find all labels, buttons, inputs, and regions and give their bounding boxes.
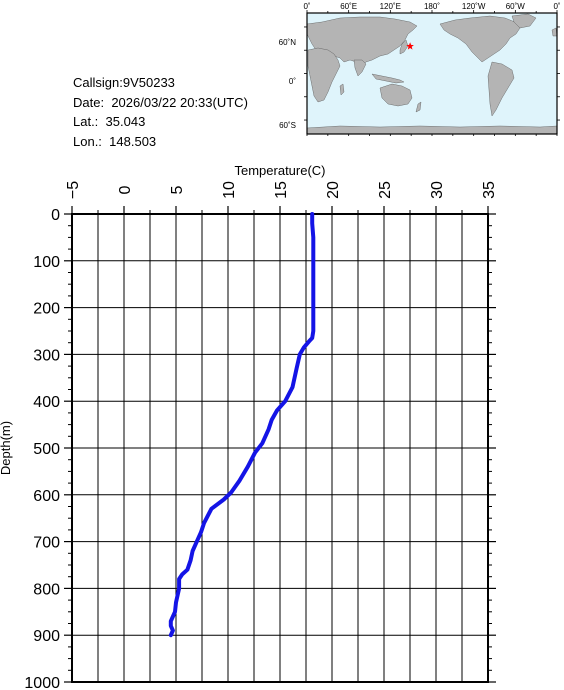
map-lat-label-1: 0˚	[289, 77, 296, 86]
land-indonesia	[371, 73, 405, 84]
y-tick-label: 200	[33, 301, 60, 318]
x-tick-label: 5	[169, 185, 186, 194]
land-africa	[307, 47, 341, 103]
lon-label: Lon.:	[73, 133, 102, 149]
date-value: 2026/03/22 20:33(UTC)	[111, 94, 248, 110]
chart-grid	[71, 213, 489, 683]
location-marker	[406, 42, 414, 50]
temperature-profile-line	[168, 212, 316, 638]
map-lon-label-5: 60˚W	[506, 2, 526, 11]
x-tick-label: 15	[273, 181, 290, 199]
land-new-zealand	[415, 101, 422, 113]
map-left-labels: 60˚N 0˚ 60˚S	[279, 38, 297, 130]
station-info: Callsign:9V50233 Date: 2026/03/22 20:33(…	[73, 73, 248, 151]
location-map: 0˚ 60˚E 120˚E 180˚ 120˚W 60˚W 0˚ 60˚N 0˚…	[279, 2, 561, 136]
lat-label: Lat.:	[73, 114, 99, 129]
map-lon-label-0: 0˚	[303, 2, 310, 11]
x-tick-label: 10	[221, 181, 238, 199]
x-tick-label: 20	[325, 181, 342, 199]
x-tick-label: 25	[377, 181, 394, 199]
land-australia	[379, 83, 413, 107]
y-tick-label: 500	[33, 441, 60, 458]
y-tick-label: 600	[33, 488, 60, 505]
y-tick-label: 1000	[24, 675, 60, 690]
y-tick-label: 700	[33, 535, 60, 552]
map-top-labels: 0˚ 60˚E 120˚E 180˚ 120˚W 60˚W 0˚	[303, 2, 560, 11]
land-greenland	[511, 13, 537, 29]
map-lon-label-3: 180˚	[424, 2, 440, 11]
callsign-value: 9V50233	[122, 75, 175, 90]
lat-value: 35.043	[105, 114, 146, 129]
y-tick-label: 900	[33, 628, 60, 645]
y-axis-ticks: 0 100 200 300 400 500 600 700 800 900 1000	[24, 207, 496, 690]
y-tick-label: 400	[33, 394, 60, 411]
map-ticks	[304, 10, 560, 136]
land-japan	[399, 39, 409, 55]
x-axis-ticks: −5 0 5 10 15 20 25 30 35	[65, 181, 498, 214]
y-tick-label: 100	[33, 254, 60, 271]
x-tick-label: 0	[117, 185, 134, 194]
y-tick-label: 800	[33, 581, 60, 598]
y-tick-label: 0	[51, 207, 60, 224]
x-tick-label: 35	[481, 181, 498, 199]
land-india	[353, 59, 367, 77]
map-land	[306, 13, 558, 135]
lat-line: Lat.: 35.043	[73, 112, 248, 132]
map-lat-label-2: 60˚S	[279, 121, 296, 130]
map-lon-label-1: 60˚E	[340, 2, 357, 11]
land-madagascar	[339, 83, 345, 96]
lon-line: Lon.: 148.503	[73, 132, 248, 152]
lon-value: 148.503	[109, 133, 157, 149]
land-south-america	[487, 61, 515, 117]
x-axis-title: Temperature(C)	[234, 163, 325, 178]
map-lon-label-2: 120˚E	[380, 2, 401, 11]
callsign-label: Callsign:	[73, 75, 123, 90]
map-lon-label-6: 0˚	[553, 2, 560, 11]
map-lat-label-0: 60˚N	[279, 38, 297, 47]
land-north-america	[439, 15, 521, 63]
date-label: Date:	[73, 94, 105, 110]
y-axis-title: Depth(m)	[0, 421, 13, 475]
y-tick-label: 300	[33, 347, 60, 364]
x-tick-label: −5	[65, 181, 82, 199]
callsign-line: Callsign:9V50233	[73, 73, 248, 93]
map-lon-label-4: 120˚W	[462, 2, 486, 11]
x-tick-label: 30	[429, 181, 446, 199]
date-line: Date: 2026/03/22 20:33(UTC)	[73, 93, 248, 113]
